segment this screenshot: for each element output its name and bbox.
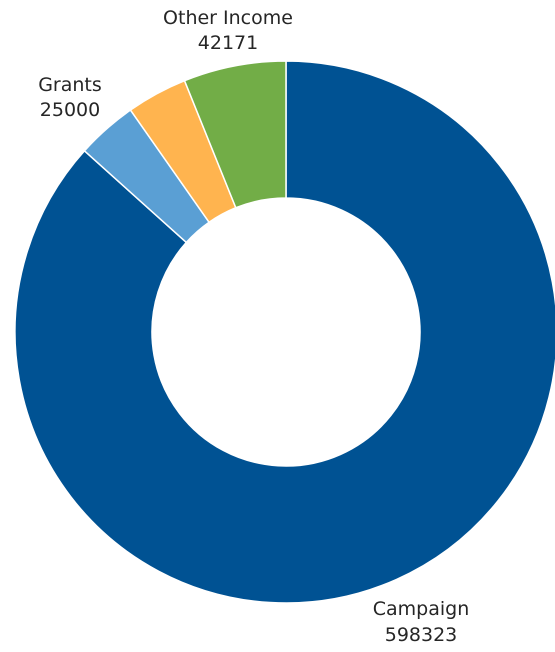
donut-slice-campaign <box>14 60 555 604</box>
donut-slice-other-income <box>183 60 287 209</box>
label-grants-value: 25000 <box>40 99 100 121</box>
label-grants: Grants <box>38 74 102 96</box>
donut-slices <box>14 60 555 604</box>
label-campaign-value: 598323 <box>385 624 458 646</box>
label-campaign: Campaign <box>373 598 470 620</box>
label-other-income: Other Income <box>163 7 293 29</box>
label-other-income-value: 42171 <box>198 32 258 54</box>
